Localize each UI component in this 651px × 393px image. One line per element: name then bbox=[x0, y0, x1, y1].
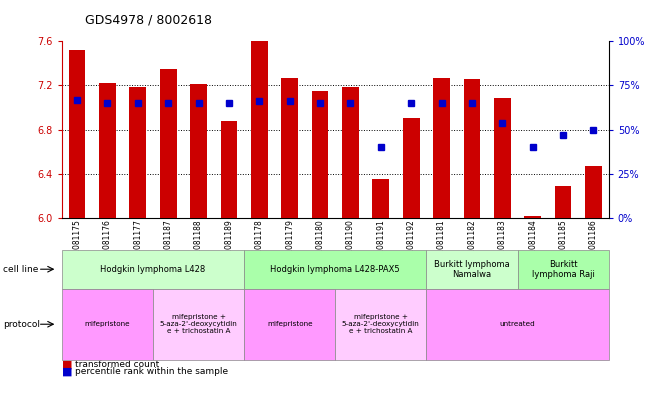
Text: untreated: untreated bbox=[500, 321, 535, 327]
Bar bbox=[525, 216, 541, 218]
Text: Hodgkin lymphoma L428: Hodgkin lymphoma L428 bbox=[100, 265, 206, 274]
Bar bbox=[312, 91, 329, 218]
Bar bbox=[555, 186, 572, 218]
Text: Hodgkin lymphoma L428-PAX5: Hodgkin lymphoma L428-PAX5 bbox=[270, 265, 400, 274]
Text: mifepristone: mifepristone bbox=[85, 321, 130, 327]
Text: cell line: cell line bbox=[3, 265, 38, 274]
Text: mifepristone: mifepristone bbox=[267, 321, 312, 327]
Text: percentile rank within the sample: percentile rank within the sample bbox=[75, 367, 228, 376]
Bar bbox=[190, 84, 207, 218]
Bar bbox=[221, 121, 237, 218]
Bar bbox=[342, 86, 359, 218]
Bar bbox=[434, 78, 450, 218]
Bar bbox=[372, 180, 389, 218]
Bar bbox=[585, 166, 602, 218]
Text: ■: ■ bbox=[62, 366, 72, 376]
Text: ■: ■ bbox=[62, 359, 72, 369]
Bar bbox=[464, 79, 480, 218]
Bar bbox=[251, 41, 268, 218]
Bar bbox=[281, 78, 298, 218]
Bar bbox=[159, 69, 176, 218]
Bar bbox=[494, 97, 510, 218]
Text: Burkitt lymphoma
Namalwa: Burkitt lymphoma Namalwa bbox=[434, 259, 510, 279]
Text: protocol: protocol bbox=[3, 320, 40, 329]
Text: transformed count: transformed count bbox=[75, 360, 159, 369]
Bar bbox=[403, 118, 419, 218]
Bar bbox=[99, 83, 116, 218]
Text: mifepristone +
5-aza-2'-deoxycytidin
e + trichostatin A: mifepristone + 5-aza-2'-deoxycytidin e +… bbox=[159, 314, 238, 334]
Text: Burkitt
lymphoma Raji: Burkitt lymphoma Raji bbox=[532, 259, 594, 279]
Bar bbox=[69, 50, 85, 218]
Text: GDS4978 / 8002618: GDS4978 / 8002618 bbox=[85, 14, 212, 27]
Text: mifepristone +
5-aza-2'-deoxycytidin
e + trichostatin A: mifepristone + 5-aza-2'-deoxycytidin e +… bbox=[342, 314, 420, 334]
Bar bbox=[130, 86, 146, 218]
